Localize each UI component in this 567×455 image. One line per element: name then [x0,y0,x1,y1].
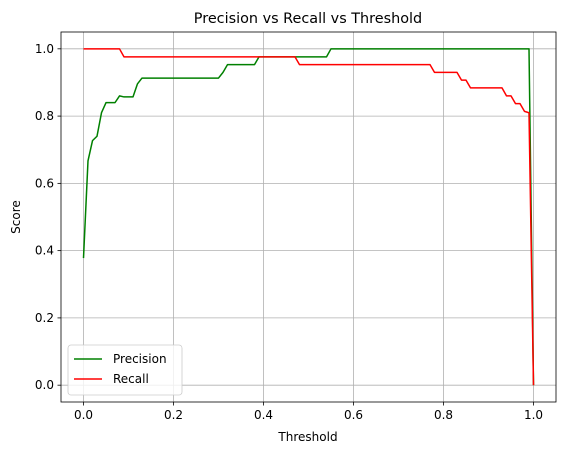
y-tick-label: 0.2 [35,311,54,325]
legend-label-recall: Recall [113,372,149,386]
x-tick-label: 1.0 [524,408,543,422]
y-tick-label: 1.0 [35,42,54,56]
series-line-precision [82,48,535,386]
legend: Precision Recall [67,344,183,396]
y-tick-label: 0.0 [35,378,54,392]
x-tick-label: 0.0 [74,408,93,422]
y-axis-ticks: 0.0 0.2 0.4 0.6 0.8 1.0 [35,42,61,392]
plot-frame [60,31,557,403]
chart-title: Precision vs Recall vs Threshold [194,11,422,27]
x-axis-label: Threshold [277,430,337,444]
series-line-recall [83,48,535,386]
y-tick-label: 0.6 [35,176,54,190]
y-tick-label: 0.8 [35,109,54,123]
x-tick-label: 0.8 [434,408,453,422]
series-lines [82,48,535,386]
x-axis-ticks: 0.0 0.2 0.4 0.6 0.8 1.0 [74,402,543,422]
x-tick-label: 0.6 [344,408,363,422]
x-tick-label: 0.4 [254,408,273,422]
grid [61,32,556,402]
x-tick-label: 0.2 [164,408,183,422]
y-axis-label: Score [9,200,23,234]
legend-label-precision: Precision [113,352,167,366]
y-tick-label: 0.4 [35,244,54,258]
legend-box [67,344,183,396]
